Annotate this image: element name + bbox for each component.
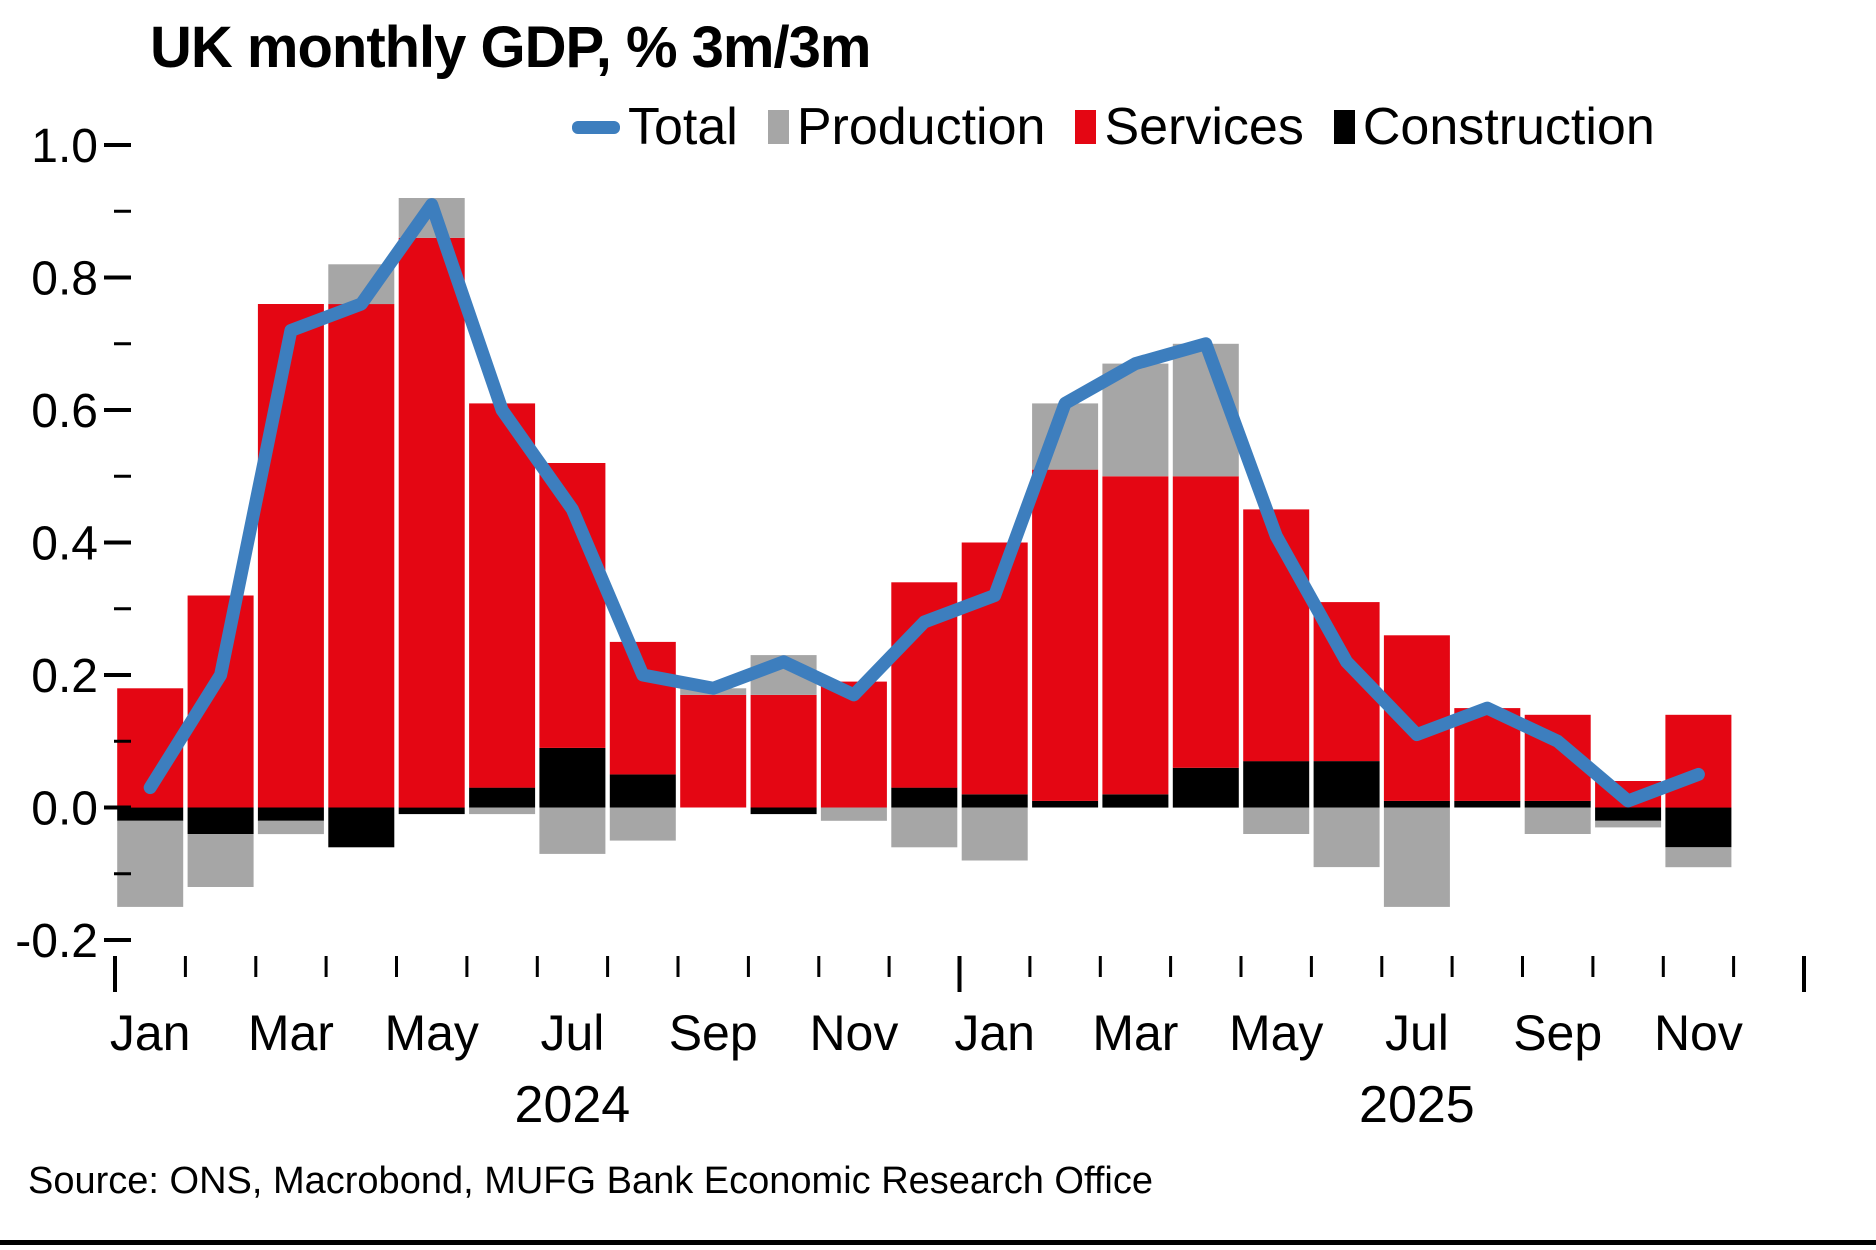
- bar-segment-construction-feb-2025: [1032, 800, 1099, 808]
- bar-segment-production-nov-2024: [820, 807, 887, 821]
- bar-segment-construction-nov-2025: [1665, 807, 1732, 848]
- bar-segment-construction-dec-2024: [891, 787, 958, 808]
- y-tick-label: 0.6: [31, 385, 98, 438]
- legend-item-production: Production: [767, 97, 1046, 157]
- x-month-label: Nov: [809, 1005, 898, 1061]
- bar-segment-services-apr-2024: [328, 304, 395, 808]
- bar-segment-construction-aug-2024: [609, 774, 676, 808]
- legend-item-services: Services: [1075, 97, 1304, 157]
- construction-square-marker-icon: [1333, 110, 1355, 144]
- bar-segment-production-may-2025: [1243, 807, 1310, 834]
- y-tick-label: 0.8: [31, 253, 98, 306]
- y-tick-label: 0.2: [31, 650, 98, 703]
- bar-segment-construction-apr-2024: [328, 807, 395, 848]
- y-tick-label: 1.0: [31, 120, 98, 173]
- bar-segment-services-feb-2025: [1032, 469, 1099, 801]
- bar-segment-construction-jul-2025: [1383, 800, 1450, 808]
- bar-segment-services-oct-2024: [750, 694, 817, 808]
- bar-segment-production-dec-2024: [891, 807, 958, 848]
- source-note: Source: ONS, Macrobond, MUFG Bank Econom…: [28, 1160, 1153, 1202]
- x-month-label: Sep: [669, 1005, 758, 1061]
- bar-segment-construction-jul-2024: [539, 747, 606, 808]
- x-axis: Jan Mar May Jul Sep Nov Jan Mar May Jul Sep Nov 2024…: [110, 956, 1806, 1134]
- bar-segment-production-mar-2024: [257, 820, 324, 835]
- bar-segment-construction-sep-2025: [1524, 800, 1591, 808]
- x-month-label: Jul: [540, 1005, 604, 1061]
- x-month-label: May: [384, 1005, 478, 1061]
- x-month-label: Jul: [1385, 1005, 1449, 1061]
- bar-segment-construction-jun-2025: [1313, 761, 1380, 808]
- bar-segment-construction-jan-2025: [961, 794, 1028, 808]
- y-axis: 1.0 0.8 0.6 0.4 0.2 0.0 -0.2: [15, 120, 131, 968]
- legend-label-total: Total: [628, 98, 738, 156]
- bar-segment-services-jun-2024: [469, 403, 536, 788]
- x-month-label: Sep: [1513, 1005, 1602, 1061]
- bar-segment-services-mar-2024: [257, 304, 324, 808]
- bar-segment-production-jan-2024: [117, 820, 184, 907]
- bar-segment-construction-jan-2024: [117, 807, 184, 821]
- bar-segment-production-jun-2025: [1313, 807, 1380, 868]
- x-month-label: Jan: [954, 1005, 1035, 1061]
- bar-segment-production-jul-2024: [539, 807, 606, 854]
- bar-segment-construction-mar-2025: [1102, 794, 1169, 808]
- bar-segment-construction-may-2024: [398, 807, 465, 815]
- y-tick-label: -0.2: [15, 915, 98, 968]
- y-tick-label: 0.0: [31, 783, 98, 836]
- x-month-label: May: [1229, 1005, 1323, 1061]
- bar-segment-production-feb-2024: [187, 834, 254, 887]
- bar-segment-production-oct-2025: [1595, 820, 1662, 828]
- bar-segment-production-sep-2025: [1524, 807, 1591, 834]
- bar-segment-production-jun-2024: [469, 807, 536, 815]
- x-year-label: 2024: [515, 1076, 631, 1134]
- bottom-divider: [0, 1240, 1876, 1245]
- bar-segment-construction-oct-2024: [750, 807, 817, 815]
- bar-segment-services-nov-2024: [820, 681, 887, 808]
- production-square-marker-icon: [767, 110, 789, 144]
- x-month-label: Jan: [110, 1005, 191, 1061]
- bar-segment-services-mar-2025: [1102, 476, 1169, 795]
- bar-segment-construction-apr-2025: [1172, 767, 1239, 808]
- bar-segment-production-nov-2025: [1665, 847, 1732, 868]
- bars-group: [117, 198, 1732, 907]
- x-year-label: 2025: [1359, 1076, 1475, 1134]
- services-square-marker-icon: [1075, 110, 1097, 144]
- bar-segment-construction-jun-2024: [469, 787, 536, 808]
- legend-label-services: Services: [1104, 98, 1304, 156]
- bar-segment-production-jul-2025: [1383, 807, 1450, 907]
- bar-segment-construction-may-2025: [1243, 761, 1310, 808]
- bar-segment-production-jan-2025: [961, 807, 1028, 861]
- bar-segment-services-may-2025: [1243, 509, 1310, 762]
- bar-segment-production-aug-2024: [609, 807, 676, 841]
- x-month-label: Mar: [1092, 1005, 1178, 1061]
- chart-title: UK monthly GDP, % 3m/3m: [150, 15, 871, 80]
- y-tick-label: 0.4: [31, 518, 98, 571]
- legend-item-total: Total: [572, 97, 738, 157]
- legend: Total Production Services Construction: [572, 98, 1655, 156]
- total-line-marker-icon: [572, 120, 620, 134]
- total-line: [143, 198, 1705, 808]
- bar-segment-services-apr-2025: [1172, 476, 1239, 768]
- bar-segment-construction-oct-2025: [1595, 807, 1662, 821]
- legend-label-production: Production: [796, 98, 1046, 156]
- legend-item-construction: Construction: [1333, 97, 1655, 157]
- x-month-label: Nov: [1654, 1005, 1743, 1061]
- bar-segment-construction-mar-2024: [257, 807, 324, 821]
- bar-segment-services-may-2024: [398, 237, 465, 808]
- bar-segment-construction-feb-2024: [187, 807, 254, 834]
- bar-segment-services-nov-2025: [1665, 714, 1732, 808]
- bar-segment-services-sep-2024: [680, 694, 747, 808]
- bar-segment-construction-aug-2025: [1454, 800, 1521, 808]
- x-month-label: Mar: [248, 1005, 334, 1061]
- legend-label-construction: Construction: [1362, 98, 1655, 156]
